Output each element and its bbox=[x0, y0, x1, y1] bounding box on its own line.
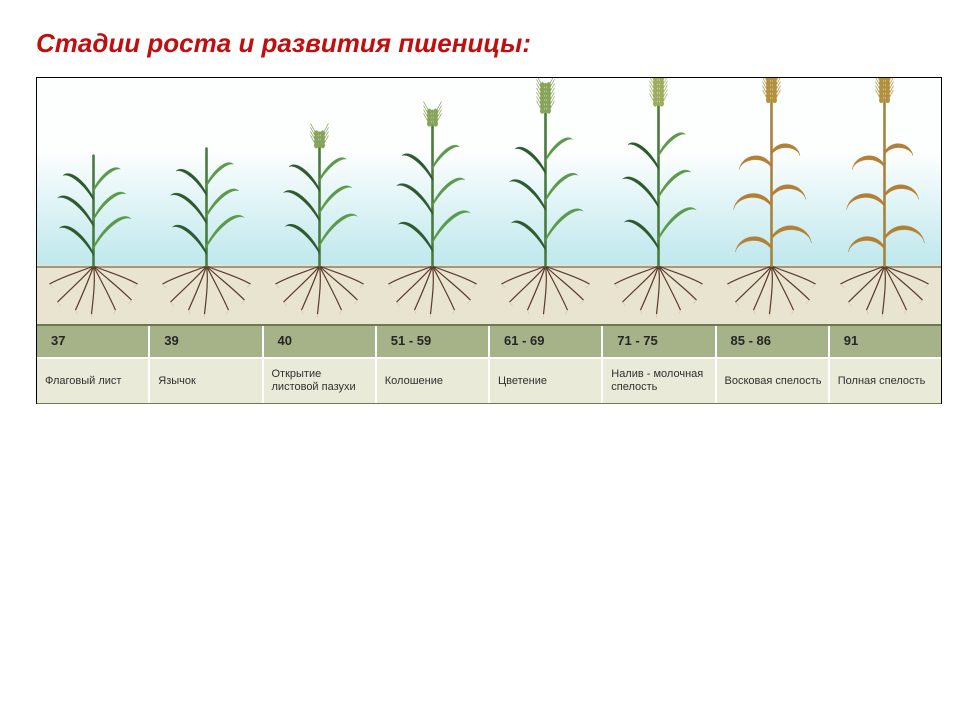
stage-name-cell: Восковая спелость bbox=[715, 359, 828, 403]
stage-code-cell: 61 - 69 bbox=[488, 326, 601, 357]
plant-stage bbox=[828, 78, 941, 324]
page-root: Стадии роста и развития пшеницы: 3739405… bbox=[0, 0, 960, 720]
stage-code-cell: 51 - 59 bbox=[375, 326, 488, 357]
stage-name-cell: Язычок bbox=[148, 359, 261, 403]
stage-code-cell: 91 bbox=[828, 326, 941, 357]
plant-stage bbox=[150, 78, 263, 324]
growth-diagram: 37394051 - 5961 - 6971 - 7585 - 8691 Фла… bbox=[36, 77, 942, 404]
stage-name-cell: Флаговый лист bbox=[37, 359, 148, 403]
plant-stage bbox=[602, 78, 715, 324]
stage-name-cell: Колошение bbox=[375, 359, 488, 403]
stage-code-cell: 39 bbox=[148, 326, 261, 357]
plant-stage bbox=[263, 78, 376, 324]
plant-stage bbox=[376, 78, 489, 324]
plant-stage bbox=[37, 78, 150, 324]
stage-code-row: 37394051 - 5961 - 6971 - 7585 - 8691 bbox=[37, 324, 941, 357]
plants-row bbox=[37, 78, 941, 324]
stage-code-cell: 37 bbox=[37, 326, 148, 357]
stage-name-row: Флаговый листЯзычокОткрытие листовой паз… bbox=[37, 357, 941, 404]
page-title: Стадии роста и развития пшеницы: bbox=[36, 28, 940, 59]
plant-stage bbox=[715, 78, 828, 324]
stage-code-cell: 85 - 86 bbox=[715, 326, 828, 357]
stage-name-cell: Налив - молочная спелость bbox=[601, 359, 714, 403]
stage-name-cell: Полная спелость bbox=[828, 359, 941, 403]
stage-code-cell: 40 bbox=[262, 326, 375, 357]
plants-illustration bbox=[37, 78, 941, 324]
stage-code-cell: 71 - 75 bbox=[601, 326, 714, 357]
stage-name-cell: Открытие листовой пазухи bbox=[262, 359, 375, 403]
stage-name-cell: Цветение bbox=[488, 359, 601, 403]
plant-stage bbox=[489, 78, 602, 324]
